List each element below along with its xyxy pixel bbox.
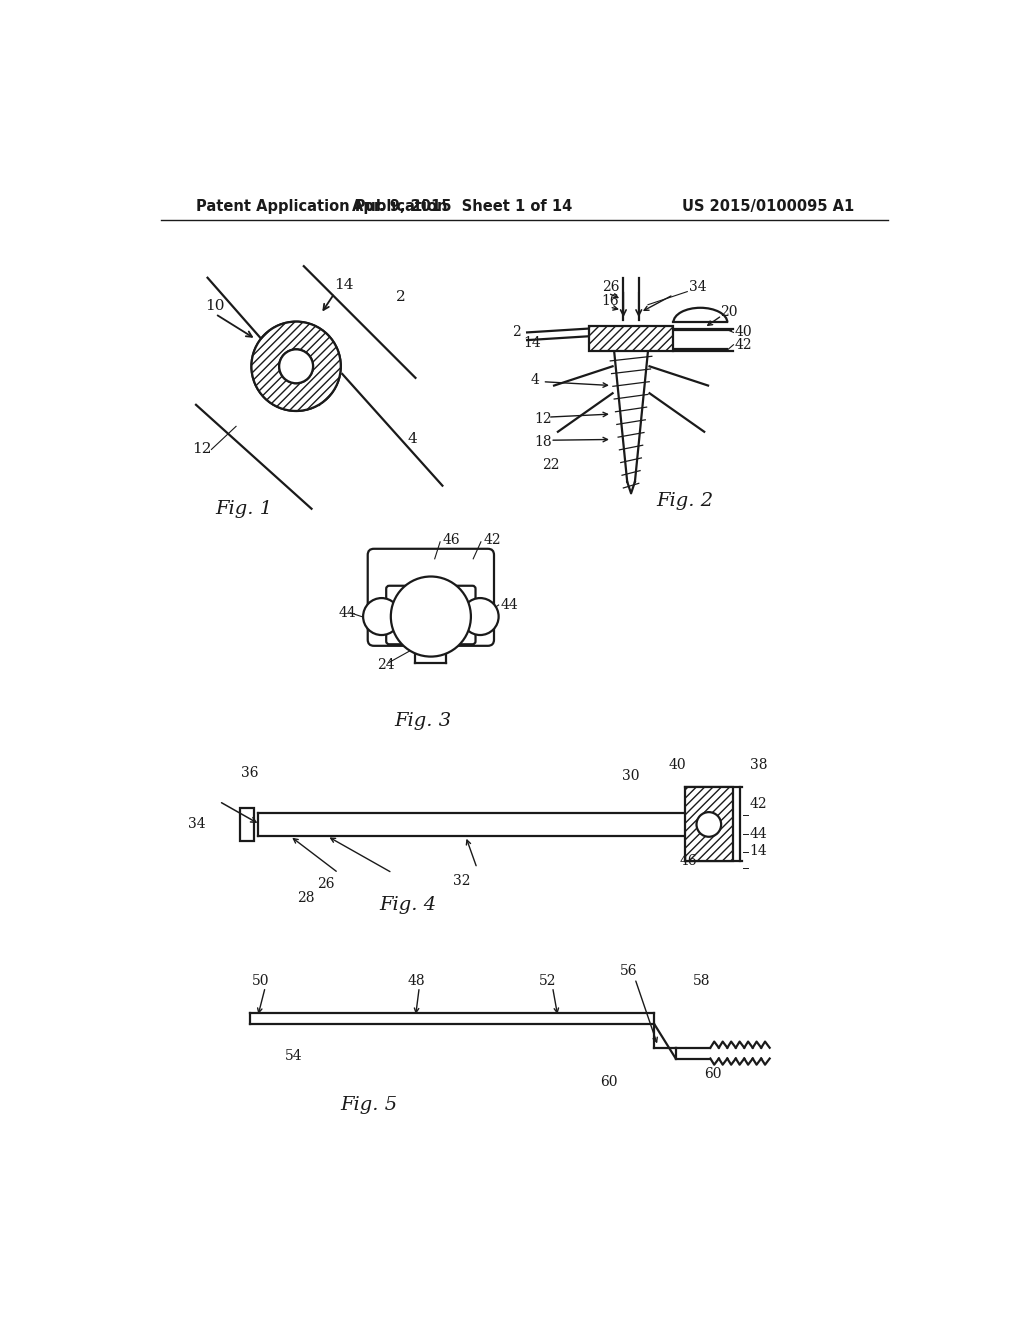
Text: US 2015/0100095 A1: US 2015/0100095 A1 xyxy=(682,198,854,214)
Text: 46: 46 xyxy=(680,854,697,867)
Text: Fig. 5: Fig. 5 xyxy=(341,1096,397,1114)
Text: 12: 12 xyxy=(535,412,552,425)
Text: 26: 26 xyxy=(316,876,334,891)
Text: 28: 28 xyxy=(297,891,314,904)
Circle shape xyxy=(391,577,471,656)
Text: 56: 56 xyxy=(620,964,637,978)
Text: 16: 16 xyxy=(602,294,620,308)
Text: 44: 44 xyxy=(750,826,767,841)
Text: 34: 34 xyxy=(689,280,707,294)
Text: 54: 54 xyxy=(285,1049,302,1063)
Text: 42: 42 xyxy=(735,338,753,351)
Text: Fig. 4: Fig. 4 xyxy=(379,896,436,915)
FancyBboxPatch shape xyxy=(386,586,475,644)
Text: 52: 52 xyxy=(539,974,556,987)
Text: 30: 30 xyxy=(623,770,640,783)
Text: Patent Application Publication: Patent Application Publication xyxy=(196,198,447,214)
Text: 60: 60 xyxy=(705,1067,722,1081)
Bar xyxy=(685,788,733,862)
Text: 32: 32 xyxy=(453,874,470,887)
Text: 10: 10 xyxy=(205,300,224,313)
Circle shape xyxy=(462,598,499,635)
Bar xyxy=(240,808,254,841)
Text: 22: 22 xyxy=(543,458,560,471)
Text: 34: 34 xyxy=(187,817,205,832)
Text: 40: 40 xyxy=(669,758,686,772)
Text: 18: 18 xyxy=(535,434,552,449)
Text: 12: 12 xyxy=(193,442,212,457)
Text: Apr. 9, 2015  Sheet 1 of 14: Apr. 9, 2015 Sheet 1 of 14 xyxy=(351,198,571,214)
Text: 36: 36 xyxy=(242,766,259,780)
Circle shape xyxy=(280,350,313,383)
Text: 2: 2 xyxy=(512,326,520,339)
Text: 42: 42 xyxy=(750,797,767,810)
Text: 4: 4 xyxy=(531,374,540,387)
Text: 48: 48 xyxy=(408,974,425,987)
Text: 20: 20 xyxy=(720,305,737,319)
Text: Fig. 2: Fig. 2 xyxy=(656,492,714,510)
Text: Fig. 3: Fig. 3 xyxy=(394,711,452,730)
Text: 14: 14 xyxy=(750,845,767,858)
Text: 26: 26 xyxy=(602,280,620,294)
Text: Fig. 1: Fig. 1 xyxy=(215,500,272,517)
Circle shape xyxy=(696,812,721,837)
Text: 46: 46 xyxy=(442,532,460,546)
Text: 14: 14 xyxy=(410,638,427,652)
Text: 38: 38 xyxy=(750,758,767,772)
Text: 2: 2 xyxy=(396,290,406,304)
Text: 58: 58 xyxy=(692,974,711,987)
Text: 14: 14 xyxy=(335,279,354,293)
Text: 24: 24 xyxy=(377,659,394,672)
Bar xyxy=(589,326,674,351)
Text: 60: 60 xyxy=(600,1074,617,1089)
Circle shape xyxy=(364,598,400,635)
Text: 50: 50 xyxy=(252,974,269,987)
Text: 14: 14 xyxy=(523,337,541,350)
Text: 4: 4 xyxy=(408,433,418,446)
Text: 44: 44 xyxy=(339,606,356,619)
Text: 40: 40 xyxy=(735,326,753,339)
Text: 42: 42 xyxy=(483,532,501,546)
Text: 44: 44 xyxy=(500,598,518,612)
